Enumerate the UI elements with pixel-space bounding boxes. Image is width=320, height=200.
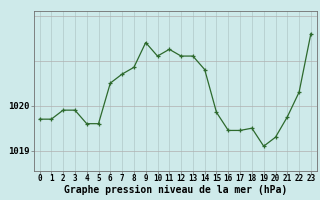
X-axis label: Graphe pression niveau de la mer (hPa): Graphe pression niveau de la mer (hPa)	[64, 185, 287, 195]
